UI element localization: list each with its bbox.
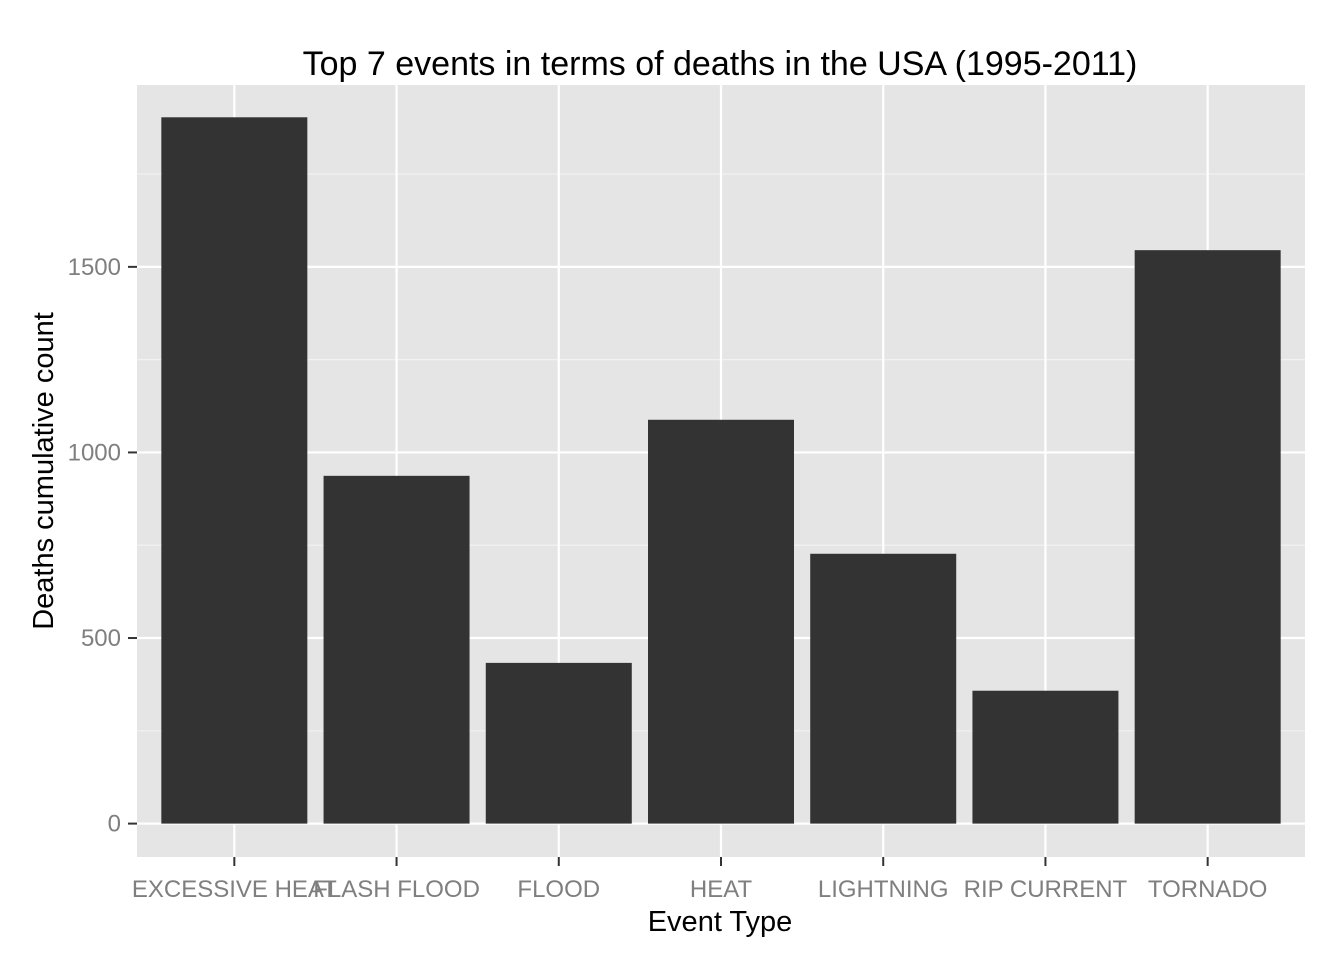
y-axis: 0 500 1000 1500 [68,254,137,838]
bar [323,475,470,824]
x-tick-label: FLOOD [517,876,600,903]
bar [648,419,794,824]
x-tick-label: EXCESSIVE HEAT [132,876,337,903]
y-tick-label: 500 [81,625,121,652]
chart-title: Top 7 events in terms of deaths in the U… [303,45,1138,83]
x-tick-label: FLASH FLOOD [313,876,480,903]
bar [1134,250,1281,824]
bar [972,690,1119,824]
y-tick-label: 1500 [68,254,121,281]
x-tick-label: LIGHTNING [818,876,949,903]
bar [161,117,308,824]
x-axis-title: Event Type [648,906,793,938]
bars [161,117,1281,824]
x-tick-label: TORNADO [1148,876,1268,903]
y-axis-title: Deaths cumulative count [28,312,60,630]
y-tick-label: 0 [108,811,121,838]
bar [810,553,957,824]
x-tick-label: RIP CURRENT [964,876,1128,903]
x-tick-label: HEAT [690,876,753,903]
bar [485,662,632,824]
y-tick-label: 1000 [68,439,121,466]
